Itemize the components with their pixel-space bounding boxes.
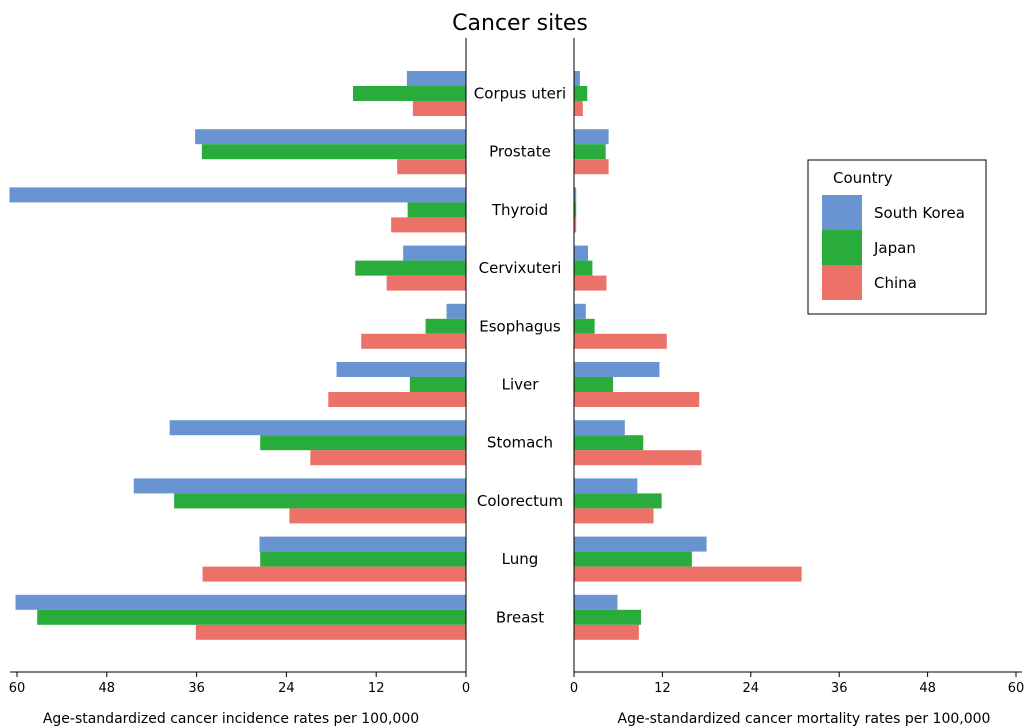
mortality-bar-china-prostate: [574, 159, 609, 175]
mortality-tick-label: 48: [919, 681, 936, 696]
incidence-bar-japan-thyroid: [407, 202, 466, 218]
bars: [9, 71, 802, 640]
incidence-bar-south-korea-liver: [336, 362, 466, 377]
mortality-bar-china-esophagus: [574, 333, 667, 349]
incidence-tick-label: 12: [368, 681, 385, 696]
site-label-stomach: Stomach: [487, 434, 553, 452]
incidence-bar-china-thyroid: [391, 217, 466, 233]
site-label-liver: Liver: [502, 376, 540, 394]
mortality-bar-japan-corpus-uteri: [574, 86, 588, 101]
incidence-bar-china-cervixuteri: [386, 275, 466, 291]
mortality-bar-japan-liver: [574, 377, 614, 392]
incidence-bar-japan-corpus-uteri: [353, 86, 466, 101]
site-label-lung: Lung: [502, 550, 539, 568]
incidence-bar-south-korea-breast: [15, 594, 467, 610]
mortality-bar-japan-stomach: [574, 435, 644, 451]
incidence-bar-japan-prostate: [201, 144, 467, 160]
incidence-tick-label: 60: [9, 681, 26, 696]
mortality-axis-label: Age-standardized cancer mortality rates …: [618, 711, 991, 727]
mortality-bar-china-breast: [574, 624, 639, 640]
incidence-bar-china-prostate: [397, 159, 466, 175]
incidence-bar-china-colorectum: [289, 508, 466, 524]
mortality-bar-south-korea-lung: [574, 536, 707, 552]
mortality-bar-japan-cervixuteri: [574, 260, 593, 276]
legend-swatch-south-korea: [822, 195, 862, 230]
mortality-bar-south-korea-prostate: [574, 129, 609, 145]
legend-label-japan: Japan: [873, 239, 916, 257]
mortality-bar-south-korea-stomach: [574, 420, 625, 436]
mortality-bar-china-corpus-uteri: [574, 101, 583, 116]
legend-title: Country: [833, 169, 893, 187]
mortality-bar-japan-lung: [574, 551, 692, 567]
mortality-bar-japan-colorectum: [574, 493, 662, 509]
incidence-bar-south-korea-stomach: [169, 420, 466, 436]
mortality-bar-south-korea-cervixuteri: [574, 245, 588, 261]
incidence-bar-japan-lung: [260, 551, 466, 567]
legend-label-china: China: [874, 274, 917, 292]
mortality-bar-china-colorectum: [574, 508, 654, 524]
incidence-bar-china-lung: [202, 566, 466, 582]
mortality-bar-china-cervixuteri: [574, 275, 607, 291]
incidence-bar-south-korea-thyroid: [9, 187, 467, 203]
incidence-bar-south-korea-cervixuteri: [403, 245, 466, 261]
incidence-bar-japan-stomach: [260, 435, 466, 451]
mortality-bar-south-korea-corpus-uteri: [574, 71, 580, 86]
site-label-cervixuteri: Cervixuteri: [479, 259, 562, 277]
incidence-bar-japan-breast: [37, 609, 466, 625]
incidence-bar-south-korea-lung: [259, 536, 466, 552]
mortality-tick-label: 12: [654, 681, 671, 696]
site-label-thyroid: Thyroid: [491, 201, 548, 219]
legend: Country South Korea Japan China: [807, 159, 987, 315]
incidence-bar-south-korea-prostate: [195, 129, 466, 145]
site-label-esophagus: Esophagus: [479, 317, 561, 335]
mortality-bar-south-korea-thyroid: [574, 187, 577, 203]
site-labels: Corpus uteri Prostate Thyroid Cervixuteri Es…: [474, 85, 566, 627]
mortality-bar-south-korea-esophagus: [574, 303, 586, 319]
incidence-bar-china-breast: [195, 624, 466, 640]
mortality-tick-label: 24: [743, 681, 760, 696]
site-label-colorectum: Colorectum: [477, 492, 563, 510]
mortality-bar-south-korea-breast: [574, 594, 618, 610]
incidence-bar-south-korea-colorectum: [133, 478, 467, 494]
legend-swatch-japan: [822, 230, 862, 265]
incidence-bar-south-korea-esophagus: [446, 303, 466, 319]
axes: 60 48 36 24 12 0 0 12 24 36 48 60: [9, 38, 1025, 696]
incidence-bar-japan-colorectum: [174, 493, 466, 509]
incidence-bar-china-esophagus: [361, 333, 466, 349]
legend-label-south-korea: South Korea: [874, 204, 965, 222]
incidence-tick-label: 48: [99, 681, 116, 696]
chart-title: Cancer sites: [452, 11, 588, 36]
mortality-tick-label: 36: [831, 681, 848, 696]
mortality-bar-japan-esophagus: [574, 318, 595, 334]
incidence-bar-japan-liver: [409, 377, 466, 392]
mortality-tick-label: 60: [1008, 681, 1025, 696]
incidence-bar-china-liver: [328, 392, 466, 407]
incidence-bar-china-corpus-uteri: [412, 101, 466, 116]
incidence-bar-south-korea-corpus-uteri: [406, 71, 466, 86]
mortality-bar-china-thyroid: [574, 217, 577, 233]
legend-swatch-china: [822, 265, 862, 300]
incidence-tick-label: 24: [278, 681, 295, 696]
mortality-bar-china-lung: [574, 566, 802, 582]
mortality-bar-japan-thyroid: [574, 202, 577, 218]
mortality-tick-label: 0: [570, 681, 578, 696]
mortality-bar-china-liver: [574, 392, 700, 407]
incidence-axis-label: Age-standardized cancer incidence rates …: [43, 711, 419, 727]
incidence-bar-japan-esophagus: [425, 318, 466, 334]
incidence-tick-label: 36: [188, 681, 205, 696]
mortality-bar-japan-prostate: [574, 144, 606, 160]
mortality-bar-japan-breast: [574, 609, 642, 625]
site-label-breast: Breast: [496, 608, 544, 626]
site-label-corpus-uteri: Corpus uteri: [474, 85, 566, 103]
mortality-bar-south-korea-colorectum: [574, 478, 638, 494]
incidence-bar-china-stomach: [310, 450, 466, 466]
mortality-bar-china-stomach: [574, 450, 702, 466]
site-label-prostate: Prostate: [489, 143, 551, 161]
incidence-bar-japan-cervixuteri: [355, 260, 466, 276]
incidence-tick-label: 0: [462, 681, 470, 696]
mortality-bar-south-korea-liver: [574, 362, 660, 377]
